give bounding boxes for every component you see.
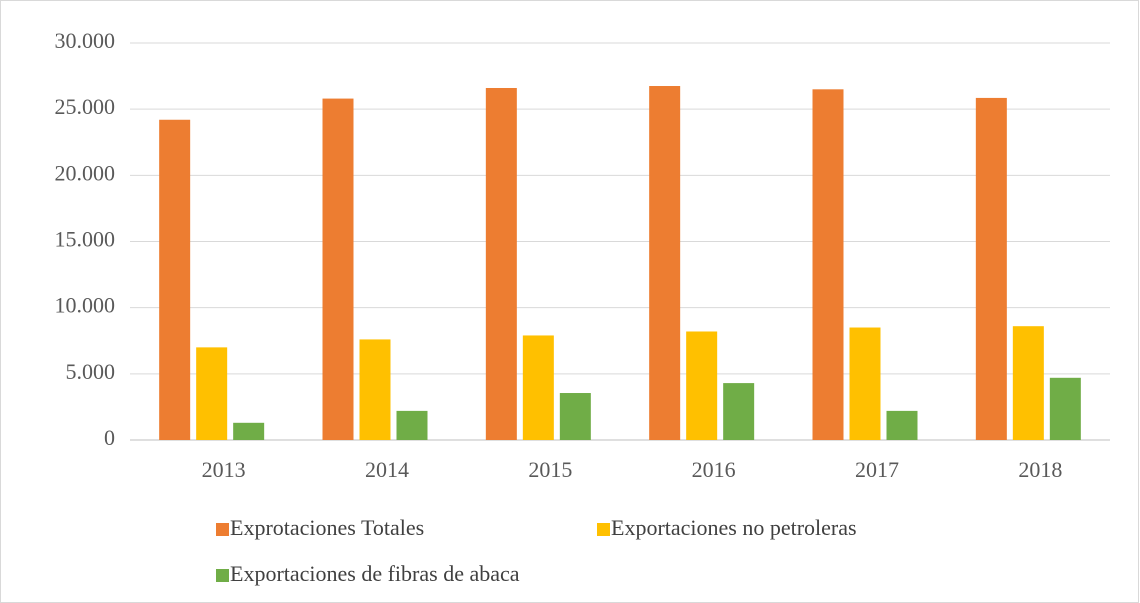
bar (812, 89, 844, 441)
bar (196, 347, 228, 440)
bar (522, 335, 554, 440)
x-tick-label: 2013 (202, 457, 246, 482)
bar (233, 422, 265, 440)
legend-swatch (216, 569, 229, 582)
y-tick-label: 0 (104, 425, 115, 450)
legend-swatch (216, 523, 229, 536)
y-tick-label: 10.000 (55, 293, 116, 318)
x-tick-label: 2017 (855, 457, 899, 482)
legend-label: Exportaciones no petroleras (611, 515, 857, 540)
x-tick-label: 2016 (692, 457, 736, 482)
bar (849, 327, 881, 440)
x-tick-label: 2015 (528, 457, 572, 482)
y-tick-label: 30.000 (55, 28, 116, 53)
x-tick-label: 2018 (1018, 457, 1062, 482)
y-tick-label: 25.000 (55, 94, 116, 119)
legend-label: Exprotaciones Totales (230, 515, 424, 540)
bar (649, 86, 681, 440)
bar (1012, 326, 1044, 440)
y-tick-label: 15.000 (55, 227, 116, 252)
bar (886, 410, 918, 440)
bar (159, 119, 191, 441)
bar (559, 393, 591, 440)
bar (485, 87, 517, 440)
legend-swatch (597, 523, 610, 536)
bar (322, 98, 354, 440)
x-tick-label: 2014 (365, 457, 409, 482)
bar (975, 97, 1007, 440)
bar (1049, 377, 1081, 440)
bar (396, 410, 428, 440)
y-tick-label: 20.000 (55, 160, 116, 185)
bar (723, 383, 755, 440)
legend: Exprotaciones Totales Exportaciones no pe… (216, 515, 857, 586)
legend-label: Exportaciones de fibras de abaca (230, 561, 520, 586)
y-tick-label: 5.000 (66, 359, 116, 384)
bar (359, 339, 391, 440)
bar (686, 331, 718, 440)
